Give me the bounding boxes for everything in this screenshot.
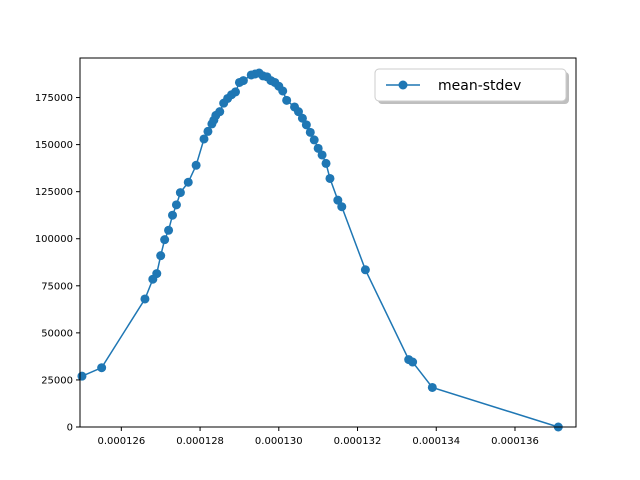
legend-box: [374, 68, 567, 102]
data-point: [199, 134, 209, 144]
data-point: [230, 87, 240, 97]
y-tick-label: 175000: [35, 93, 73, 104]
data-point: [360, 265, 370, 275]
data-point: [164, 225, 174, 235]
y-axis: 0 25000 50000 75000 100000 125000 150000 175000: [35, 93, 80, 434]
data-point: [191, 160, 201, 170]
y-tick-label: 0: [67, 423, 73, 434]
y-tick-label: 150000: [35, 140, 73, 151]
data-point: [305, 127, 315, 137]
y-tick-label: 25000: [41, 375, 73, 386]
x-tick-label: 0.000128: [176, 436, 224, 447]
series-layer: [77, 68, 563, 432]
x-tick-label: 0.000126: [97, 436, 145, 447]
data-point: [77, 371, 87, 381]
legend-marker-sample: [398, 80, 408, 90]
data-point: [297, 113, 307, 123]
data-point: [140, 294, 150, 304]
data-point: [183, 177, 193, 187]
data-point: [203, 126, 213, 136]
data-point: [152, 269, 162, 279]
data-point: [293, 107, 303, 117]
data-point: [427, 382, 437, 392]
x-axis: 0.000126 0.000128 0.000130 0.000132 0.000134…: [97, 427, 539, 447]
data-point: [301, 120, 311, 130]
data-point: [238, 76, 248, 86]
data-point: [171, 200, 181, 210]
data-point: [160, 235, 170, 245]
x-tick-label: 0.000136: [491, 436, 539, 447]
data-point: [97, 363, 107, 373]
data-point: [309, 135, 319, 145]
data-point: [408, 357, 418, 367]
data-point: [156, 251, 166, 261]
data-point: [325, 173, 335, 183]
data-point: [282, 95, 292, 105]
data-point: [333, 195, 343, 205]
data-point: [337, 202, 347, 212]
legend: mean-stdev: [374, 68, 569, 104]
data-point: [278, 86, 288, 96]
y-tick-label: 50000: [41, 328, 73, 339]
x-tick-label: 0.000132: [334, 436, 382, 447]
y-tick-label: 125000: [35, 187, 73, 198]
data-point: [321, 158, 331, 168]
plot-frame: [79, 57, 577, 428]
data-point: [317, 150, 327, 160]
x-tick-label: 0.000134: [412, 436, 460, 447]
legend-label: mean-stdev: [438, 78, 521, 94]
y-tick-label: 100000: [35, 234, 73, 245]
data-point: [168, 210, 178, 220]
x-tick-label: 0.000130: [255, 436, 303, 447]
data-point: [313, 143, 323, 153]
y-tick-label: 75000: [41, 281, 73, 292]
data-point: [175, 188, 185, 198]
data-point: [215, 107, 225, 117]
